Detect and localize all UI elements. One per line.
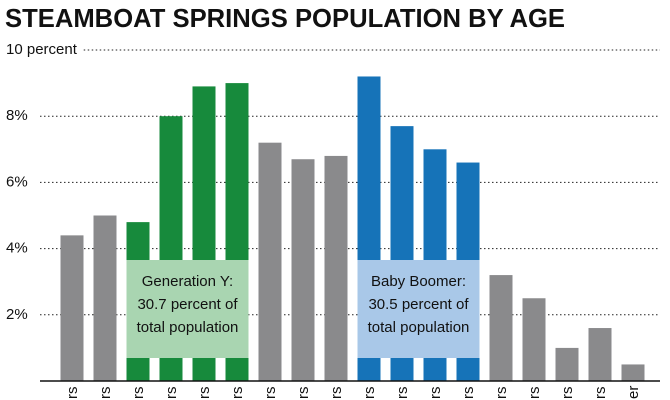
annotation-box (357, 260, 480, 358)
bar (93, 215, 117, 381)
bar (324, 155, 348, 381)
x-tick-label: rs (64, 387, 81, 400)
x-tick-label: er (625, 386, 642, 399)
bar (291, 159, 315, 381)
x-tick-label: rs (526, 387, 543, 400)
x-tick-label: rs (394, 387, 411, 400)
x-tick-label: rs (460, 387, 477, 400)
x-tick-label: rs (163, 387, 180, 400)
x-tick-label: rs (130, 387, 147, 400)
grid (40, 49, 660, 316)
bar (588, 328, 612, 381)
annotation-text: Baby Boomer: (371, 273, 466, 290)
y-tick-label: 4% (6, 240, 28, 257)
y-tick-label: 6% (6, 173, 28, 190)
x-tick-label: rs (427, 387, 444, 400)
x-tick-label: rs (229, 387, 246, 400)
bar (60, 235, 84, 381)
x-tick-label: rs (196, 387, 213, 400)
annotation-text: 30.7 percent of (137, 296, 238, 313)
bar (621, 364, 645, 381)
annotation-text: Generation Y: (142, 273, 233, 290)
bar (555, 347, 579, 381)
x-tick-label: rs (262, 387, 279, 400)
annotation-text: total population (137, 319, 239, 336)
y-tick-label: 2% (6, 306, 28, 323)
bar (522, 298, 546, 381)
annotation-text: 30.5 percent of (368, 296, 469, 313)
annotation-text: total population (368, 319, 470, 336)
x-tick-label: rs (97, 387, 114, 400)
x-tick-label: rs (295, 387, 312, 400)
y-tick-label: 8% (6, 107, 28, 124)
x-tick-label: rs (559, 387, 576, 400)
x-tick-label: rs (361, 387, 378, 400)
x-tick-label: rs (328, 387, 345, 400)
bar (258, 142, 282, 381)
annotation-box (126, 260, 249, 358)
x-tick-label: rs (592, 387, 609, 400)
x-tick-label: rs (493, 387, 510, 400)
bar (489, 275, 513, 381)
y-tick-label: 10 percent (6, 41, 78, 58)
chart-title: STEAMBOAT SPRINGS POPULATION BY AGE (5, 3, 565, 33)
